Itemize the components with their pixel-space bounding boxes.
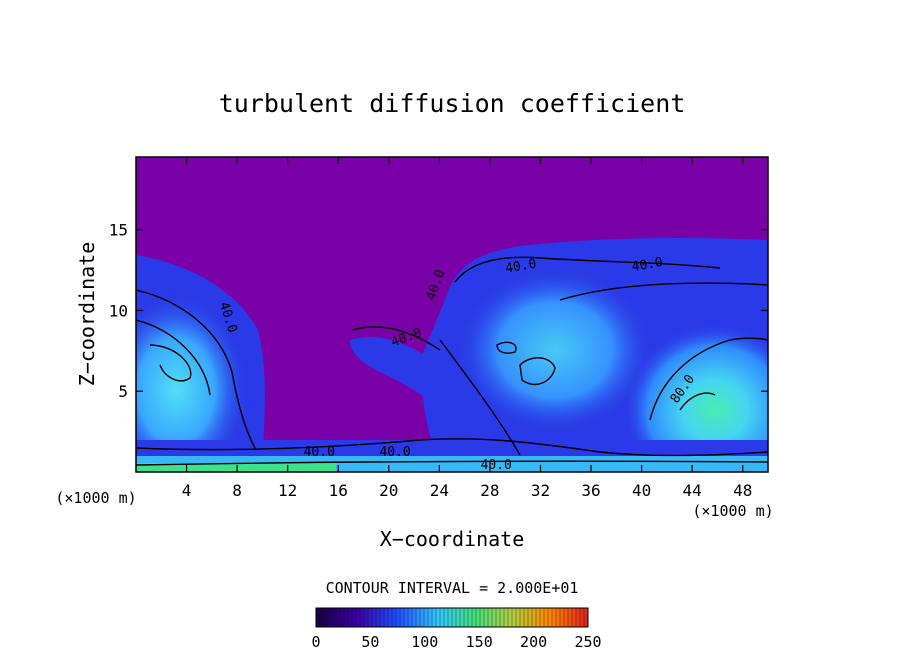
contour-line — [559, 282, 768, 301]
contour-label: 40.0 — [304, 445, 335, 460]
contour-label: 40.0 — [631, 255, 664, 275]
plot-frame — [135, 156, 769, 473]
x-tick-label: 32 — [531, 481, 550, 500]
x-tick-label: 28 — [480, 481, 499, 500]
x-tick-label: 12 — [278, 481, 297, 500]
x-tick-label: 40 — [632, 481, 651, 500]
field-bottom-green — [136, 463, 336, 472]
y-axis-label: Z−coordinate — [75, 242, 99, 387]
contour-line — [136, 319, 211, 396]
field-right-core — [625, 325, 768, 472]
x-tick-label: 20 — [379, 481, 398, 500]
colorbar-tick-label: 150 — [466, 633, 493, 651]
colorbar-tick-label: 250 — [574, 633, 601, 651]
contour-line — [496, 341, 517, 354]
colorbar-tick-label: 200 — [520, 633, 547, 651]
colorbar-tick-label: 0 — [311, 633, 320, 651]
field-middle-tongue — [350, 336, 515, 455]
colorbar-ticks: 0 50 100 150 200 250 — [311, 633, 601, 651]
colorbar-stripes — [319, 608, 585, 627]
x-unit-left: (×1000 m) — [55, 489, 136, 507]
chart-title: turbulent diffusion coefficient — [219, 89, 686, 118]
contour-line — [454, 256, 721, 283]
x-tick-label: 36 — [581, 481, 600, 500]
contour-label: 40.0 — [481, 458, 512, 473]
y-tick-label: 15 — [109, 221, 128, 240]
contour-line — [439, 339, 521, 456]
contour-line — [679, 392, 716, 411]
y-axis-ticks: 5 10 15 — [109, 221, 768, 401]
colorbar-tick-label: 50 — [361, 633, 379, 651]
contour-line — [136, 289, 257, 451]
contour-line — [136, 438, 768, 457]
contour-lines — [136, 256, 768, 466]
contour-label: 40.0 — [504, 257, 537, 277]
x-unit-right: (×1000 m) — [692, 502, 773, 520]
x-axis-ticks: 4 8 12 16 20 24 28 32 36 40 44 48 — [182, 157, 752, 500]
y-tick-label: 5 — [118, 382, 128, 401]
x-tick-label: 44 — [683, 481, 702, 500]
contour-line — [519, 357, 556, 386]
x-tick-label: 4 — [182, 481, 192, 500]
field-left-core — [136, 295, 246, 472]
contour-line — [649, 337, 768, 421]
x-tick-label: 16 — [329, 481, 348, 500]
x-tick-label: 8 — [232, 481, 242, 500]
heatmap-field: 40.040.0 40.040.040.040.0 40.080.040.0 — [136, 157, 768, 473]
x-tick-label: 48 — [733, 481, 752, 500]
contour-interval-text: CONTOUR INTERVAL = 2.000E+01 — [326, 579, 579, 597]
colorbar-tick-label: 100 — [411, 633, 438, 651]
contour-line — [136, 460, 768, 466]
x-axis-label: X−coordinate — [380, 527, 525, 551]
y-tick-label: 10 — [109, 301, 128, 320]
contour-label: 40.0 — [379, 445, 410, 460]
contour-line — [149, 344, 192, 382]
contour-line — [351, 326, 441, 351]
field-central-core — [460, 270, 650, 430]
x-tick-label: 24 — [430, 481, 449, 500]
